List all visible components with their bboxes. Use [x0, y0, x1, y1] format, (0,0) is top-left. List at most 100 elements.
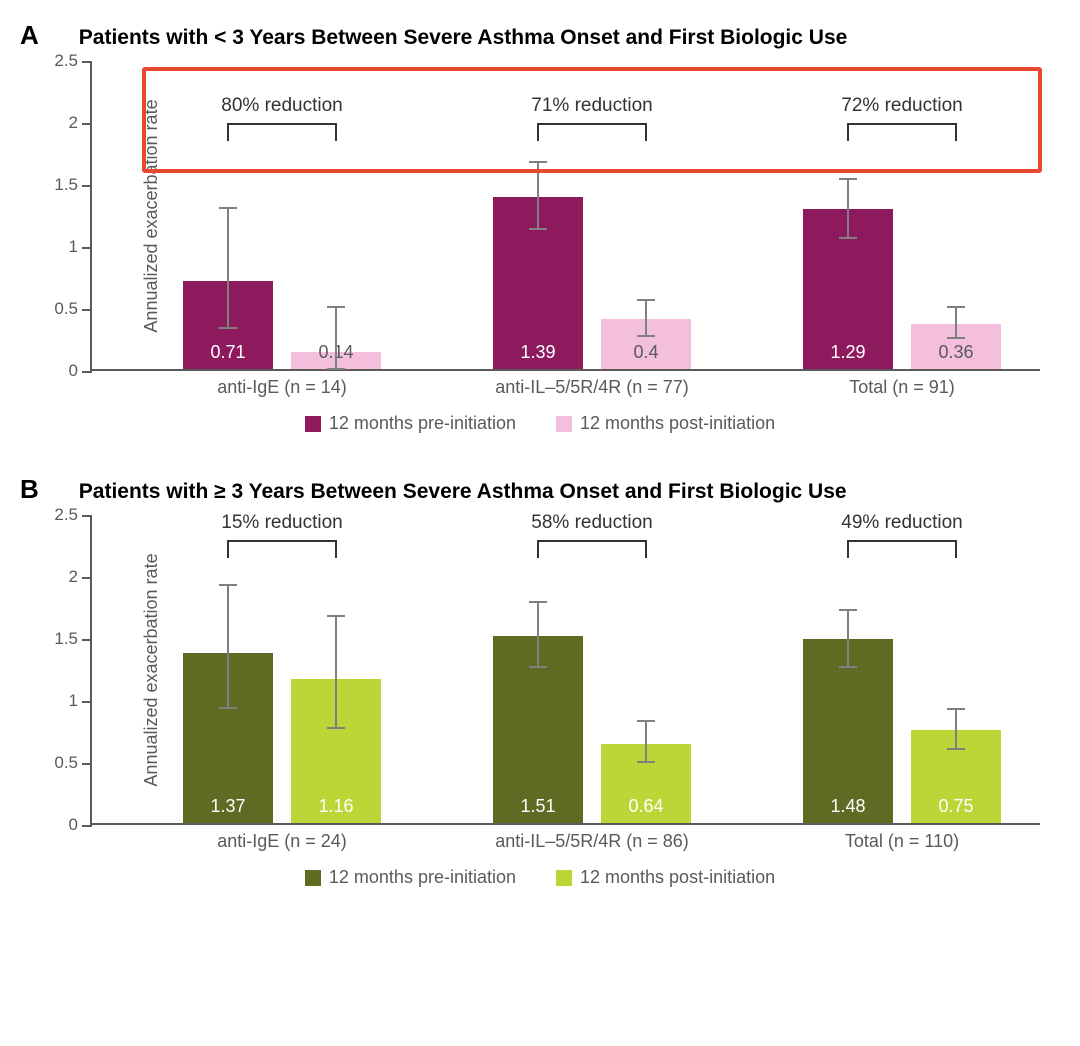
error-cap [637, 720, 655, 722]
panel-title: Patients with < 3 Years Between Severe A… [79, 26, 848, 50]
bracket-leg [537, 123, 539, 141]
bracket-leg [227, 540, 229, 558]
bar-value-label: 1.37 [183, 796, 273, 817]
x-category-label: Total (n = 91) [849, 377, 955, 398]
legend-swatch [556, 870, 572, 886]
y-tick-label: 1 [44, 691, 78, 711]
error-cap [529, 228, 547, 230]
bracket-leg [645, 123, 647, 141]
error-cap [839, 178, 857, 180]
error-bar [847, 610, 849, 667]
y-tick [82, 61, 92, 63]
reduction-label: 49% reduction [841, 512, 962, 534]
plot-area: 00.511.522.51.371.1615% reductionanti-Ig… [90, 515, 1040, 825]
bracket [228, 123, 336, 125]
bracket-leg [847, 540, 849, 558]
error-cap [839, 237, 857, 239]
bracket-leg [227, 123, 229, 141]
error-cap [327, 615, 345, 617]
bracket [538, 123, 646, 125]
plot-area: 00.511.522.50.710.1480% reductionanti-Ig… [90, 61, 1040, 371]
legend-item-pre: 12 months pre-initiation [305, 867, 516, 888]
error-bar [645, 721, 647, 762]
reduction-label: 71% reduction [531, 95, 652, 117]
x-category-label: anti-IgE (n = 24) [217, 831, 347, 852]
bracket-leg [955, 123, 957, 141]
error-cap [947, 748, 965, 750]
y-tick-label: 0.5 [44, 753, 78, 773]
legend-label: 12 months post-initiation [580, 867, 775, 888]
bracket-leg [645, 540, 647, 558]
y-tick [82, 185, 92, 187]
chart: Annualized exacerbation rate00.511.522.5… [90, 515, 1040, 825]
bracket [848, 540, 956, 542]
error-cap [327, 368, 345, 370]
error-bar [227, 585, 229, 708]
error-cap [529, 161, 547, 163]
y-tick [82, 825, 92, 827]
error-cap [947, 306, 965, 308]
error-cap [947, 337, 965, 339]
y-tick-label: 0.5 [44, 299, 78, 319]
bar-value-label: 0.64 [601, 796, 691, 817]
bracket [538, 540, 646, 542]
panel-title: Patients with ≥ 3 Years Between Severe A… [79, 480, 847, 504]
bar-value-label: 0.71 [183, 342, 273, 363]
chart: Annualized exacerbation rate00.511.522.5… [90, 61, 1040, 371]
error-cap [839, 609, 857, 611]
highlight-box [142, 67, 1042, 172]
y-tick-label: 0 [44, 815, 78, 835]
x-category-label: anti-IL–5/5R/4R (n = 86) [495, 831, 689, 852]
error-cap [219, 327, 237, 329]
error-bar [537, 602, 539, 666]
error-bar [537, 162, 539, 229]
error-bar [955, 709, 957, 749]
bracket [228, 540, 336, 542]
bar-value-label: 0.75 [911, 796, 1001, 817]
error-cap [529, 601, 547, 603]
y-tick-label: 1.5 [44, 629, 78, 649]
error-cap [637, 335, 655, 337]
y-tick-label: 0 [44, 361, 78, 381]
error-cap [219, 207, 237, 209]
y-tick-label: 1.5 [44, 175, 78, 195]
y-tick [82, 763, 92, 765]
x-category-label: Total (n = 110) [845, 831, 959, 852]
error-cap [219, 584, 237, 586]
error-bar [227, 208, 229, 328]
y-tick-label: 2.5 [44, 505, 78, 525]
y-tick-label: 2 [44, 567, 78, 587]
y-tick [82, 515, 92, 517]
error-cap [839, 666, 857, 668]
legend-swatch [556, 416, 572, 432]
legend: 12 months pre-initiation 12 months post-i… [20, 413, 1060, 434]
bar-value-label: 0.4 [601, 342, 691, 363]
x-category-label: anti-IgE (n = 14) [217, 377, 347, 398]
y-tick-label: 2 [44, 113, 78, 133]
y-tick [82, 309, 92, 311]
legend-label: 12 months post-initiation [580, 413, 775, 434]
y-tick [82, 371, 92, 373]
y-tick [82, 577, 92, 579]
panel-B: BPatients with ≥ 3 Years Between Severe … [20, 474, 1060, 888]
legend-label: 12 months pre-initiation [329, 867, 516, 888]
reduction-label: 15% reduction [221, 512, 342, 534]
legend-item-pre: 12 months pre-initiation [305, 413, 516, 434]
panel-letter: A [20, 20, 39, 51]
legend: 12 months pre-initiation 12 months post-i… [20, 867, 1060, 888]
legend-label: 12 months pre-initiation [329, 413, 516, 434]
bracket-leg [955, 540, 957, 558]
legend-swatch [305, 870, 321, 886]
bracket-leg [537, 540, 539, 558]
y-tick [82, 701, 92, 703]
panel-A: A Patients with < 3 Years Between Severe … [20, 20, 1060, 434]
x-category-label: anti-IL–5/5R/4R (n = 77) [495, 377, 689, 398]
reduction-label: 80% reduction [221, 95, 342, 117]
bar-value-label: 1.48 [803, 796, 893, 817]
legend-item-post: 12 months post-initiation [556, 867, 775, 888]
y-tick [82, 123, 92, 125]
error-cap [637, 761, 655, 763]
error-bar [955, 307, 957, 338]
legend-item-post: 12 months post-initiation [556, 413, 775, 434]
bar-value-label: 1.16 [291, 796, 381, 817]
